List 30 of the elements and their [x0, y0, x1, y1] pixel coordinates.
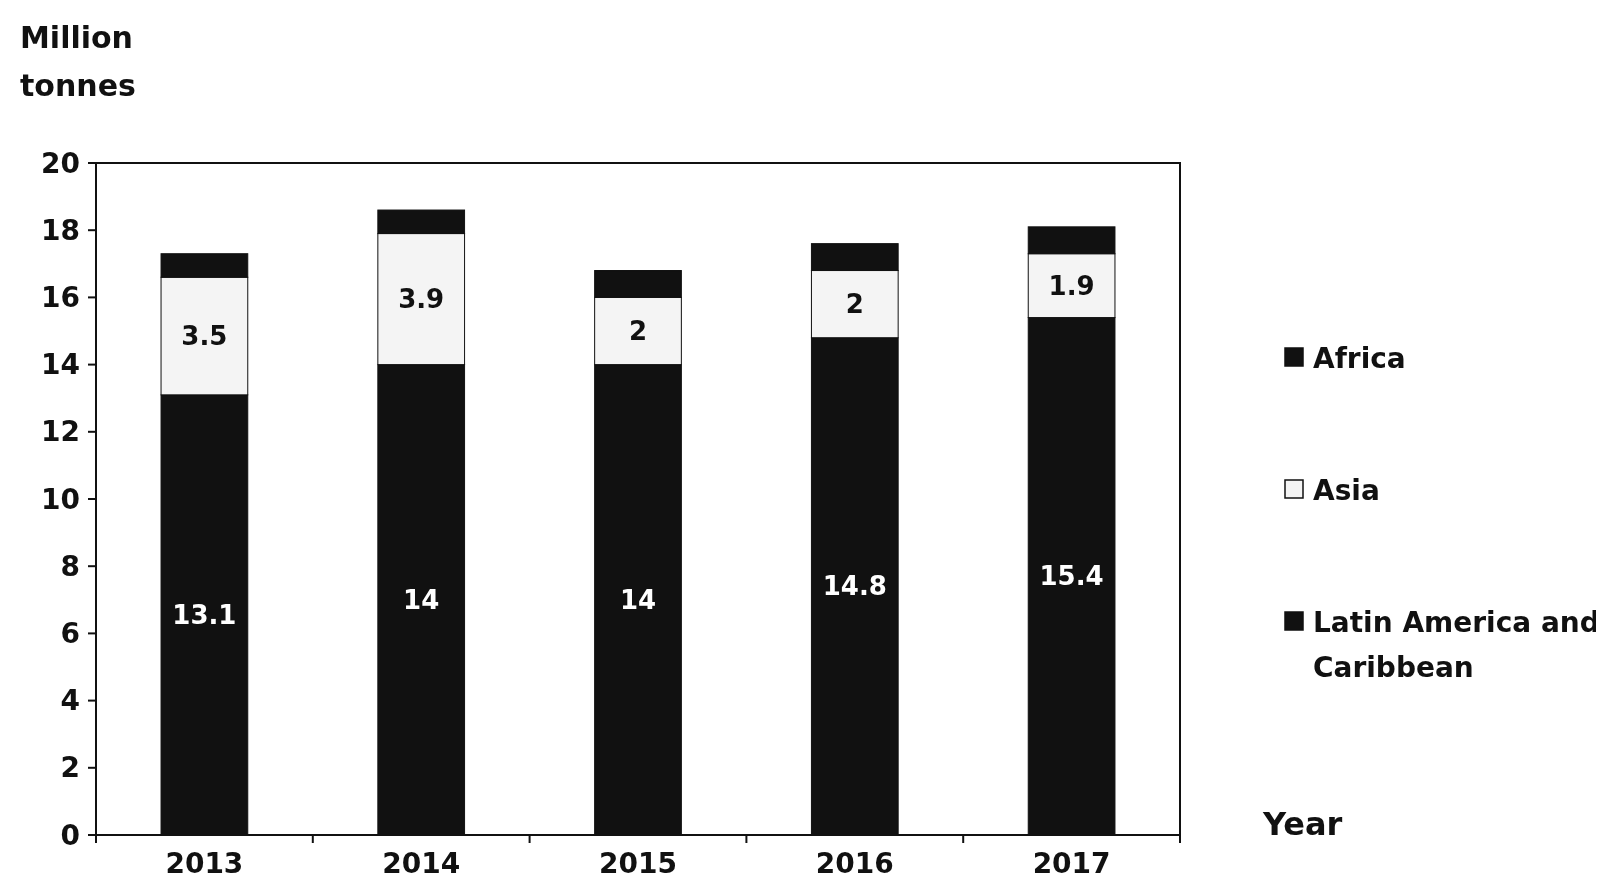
x-tick-label: 2014: [382, 847, 461, 880]
legend-label: Africa: [1313, 342, 1406, 375]
y-tick-label: 16: [41, 280, 80, 314]
y-tick-label: 8: [60, 549, 80, 583]
data-label: 13.1: [172, 599, 237, 630]
data-label: 3.5: [181, 321, 228, 352]
y-axis-title: Million tonnes: [20, 20, 136, 103]
y-tick-label: 4: [60, 684, 80, 718]
x-tick-label: 2013: [165, 847, 244, 880]
x-tick-label: 2016: [815, 847, 894, 880]
data-label: 1.9: [1048, 270, 1095, 301]
x-tick-label: 2017: [1032, 847, 1111, 880]
data-label: 14.8: [822, 571, 887, 602]
y-tick-label: 0: [60, 818, 80, 852]
data-label: 14: [619, 584, 657, 615]
data-label: 14: [403, 584, 440, 615]
y-tick-label: 2: [60, 751, 80, 785]
data-label: 2: [845, 289, 864, 320]
y-tick-label: 12: [41, 415, 80, 449]
data-label: 2: [628, 316, 648, 346]
data-label: 15.4: [1039, 561, 1104, 592]
legend-label: Asia: [1313, 474, 1380, 507]
x-axis-title: Year: [1262, 805, 1343, 843]
y-tick-label: 18: [41, 213, 80, 247]
y-tick-label: 6: [60, 616, 80, 650]
x-tick-label: 2015: [599, 847, 677, 880]
y-tick-label: 14: [41, 348, 80, 382]
y-tick-label: 20: [41, 146, 80, 180]
data-label: 3.9: [398, 284, 445, 315]
y-tick-label: 10: [41, 482, 80, 516]
